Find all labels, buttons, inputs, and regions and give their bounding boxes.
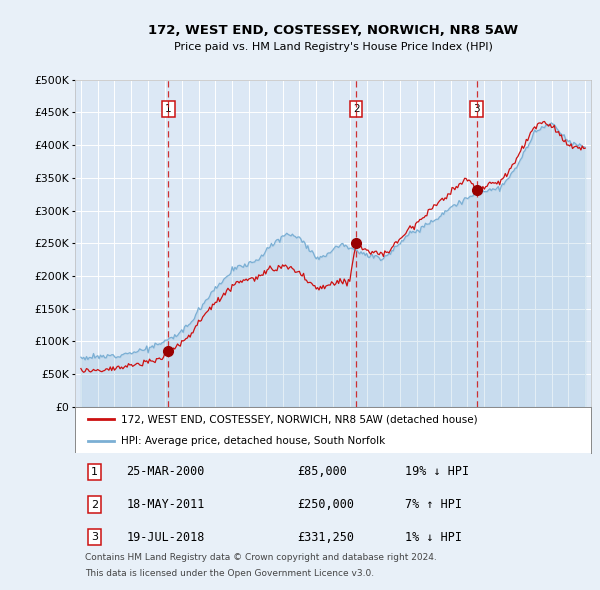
Text: 3: 3: [473, 104, 480, 114]
Text: 19-JUL-2018: 19-JUL-2018: [127, 531, 205, 544]
Text: 25-MAR-2000: 25-MAR-2000: [127, 466, 205, 478]
Text: This data is licensed under the Open Government Licence v3.0.: This data is licensed under the Open Gov…: [85, 569, 374, 578]
Text: Price paid vs. HM Land Registry's House Price Index (HPI): Price paid vs. HM Land Registry's House …: [173, 42, 493, 53]
Text: 172, WEST END, COSTESSEY, NORWICH, NR8 5AW: 172, WEST END, COSTESSEY, NORWICH, NR8 5…: [148, 24, 518, 37]
Text: 3: 3: [91, 532, 98, 542]
Text: 1: 1: [165, 104, 172, 114]
Text: Contains HM Land Registry data © Crown copyright and database right 2024.: Contains HM Land Registry data © Crown c…: [85, 553, 437, 562]
Text: HPI: Average price, detached house, South Norfolk: HPI: Average price, detached house, Sout…: [121, 436, 386, 446]
Text: 18-MAY-2011: 18-MAY-2011: [127, 498, 205, 511]
Text: 2: 2: [353, 104, 359, 114]
Text: £250,000: £250,000: [297, 498, 354, 511]
Text: £331,250: £331,250: [297, 531, 354, 544]
Text: 2: 2: [91, 500, 98, 510]
Text: 1% ↓ HPI: 1% ↓ HPI: [405, 531, 462, 544]
Text: 172, WEST END, COSTESSEY, NORWICH, NR8 5AW (detached house): 172, WEST END, COSTESSEY, NORWICH, NR8 5…: [121, 414, 478, 424]
Text: 1: 1: [91, 467, 98, 477]
Text: 19% ↓ HPI: 19% ↓ HPI: [405, 466, 469, 478]
Text: 7% ↑ HPI: 7% ↑ HPI: [405, 498, 462, 511]
Text: £85,000: £85,000: [297, 466, 347, 478]
